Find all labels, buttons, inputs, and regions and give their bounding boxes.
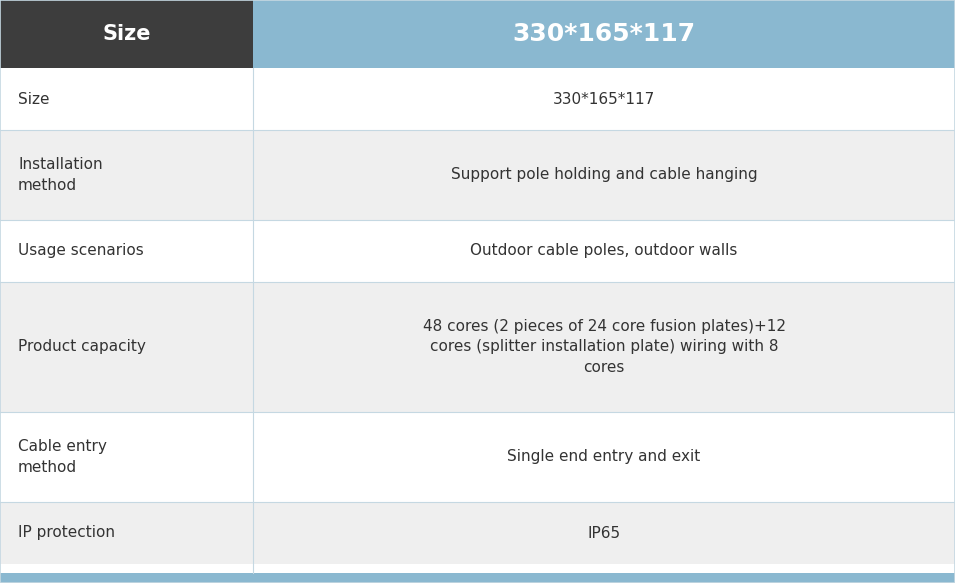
Text: 48 cores (2 pieces of 24 core fusion plates)+12
cores (splitter installation pla: 48 cores (2 pieces of 24 core fusion pla… [422, 318, 786, 375]
Bar [253, 130, 955, 220]
Bar [0, 282, 253, 412]
Bar [253, 220, 955, 282]
Text: Size: Size [102, 24, 151, 44]
Text: Size: Size [18, 92, 50, 107]
Bar [253, 0, 955, 68]
Text: Single end entry and exit: Single end entry and exit [507, 449, 701, 465]
Bar [0, 412, 253, 502]
Text: 330*165*117: 330*165*117 [553, 92, 655, 107]
Text: Usage scenarios: Usage scenarios [18, 244, 144, 258]
Bar [0, 130, 253, 220]
Bar [0, 68, 253, 130]
Text: Product capacity: Product capacity [18, 339, 146, 354]
Text: Outdoor cable poles, outdoor walls: Outdoor cable poles, outdoor walls [471, 244, 737, 258]
Text: Installation
method: Installation method [18, 157, 102, 193]
Bar [0, 502, 253, 564]
Bar [0, 573, 955, 583]
Text: IP protection: IP protection [18, 525, 115, 540]
Text: 330*165*117: 330*165*117 [513, 22, 695, 46]
Bar [253, 502, 955, 564]
Bar [253, 68, 955, 130]
Text: Cable entry
method: Cable entry method [18, 439, 107, 475]
Text: Support pole holding and cable hanging: Support pole holding and cable hanging [451, 167, 757, 182]
Bar [0, 220, 253, 282]
Bar [253, 412, 955, 502]
Bar [253, 282, 955, 412]
Bar [0, 0, 253, 68]
Text: IP65: IP65 [587, 525, 621, 540]
